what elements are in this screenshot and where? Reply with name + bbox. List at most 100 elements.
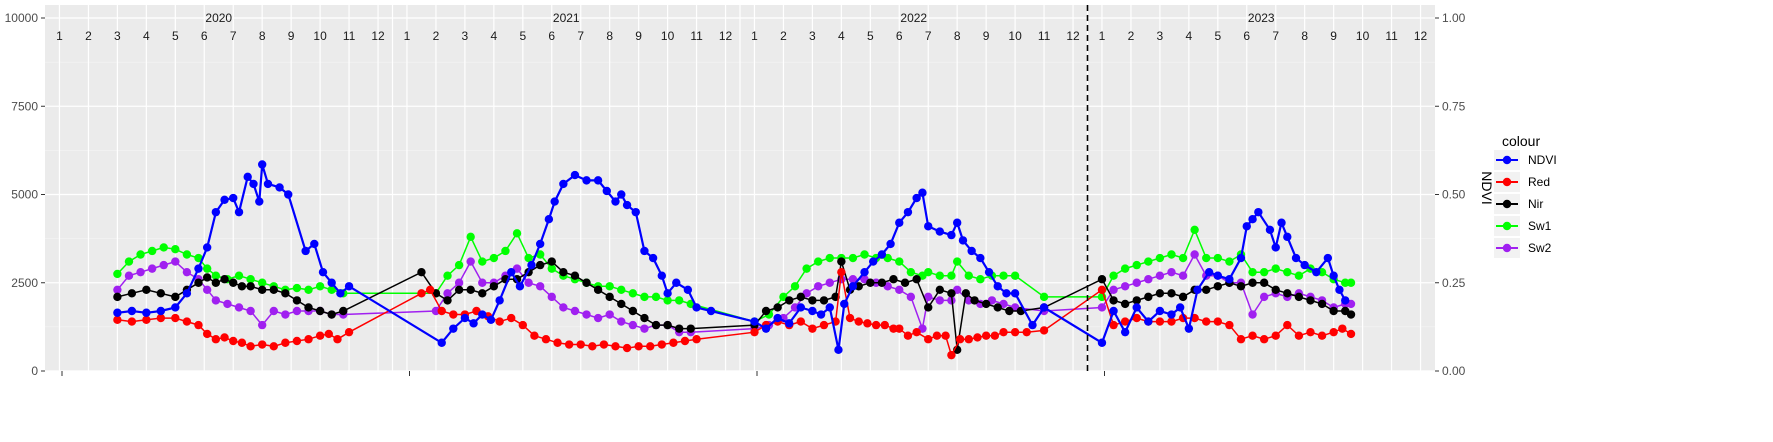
data-point-nir	[1178, 292, 1188, 302]
month-label: 7	[230, 29, 237, 43]
data-point-red	[1346, 329, 1356, 339]
month-label: 9	[635, 29, 642, 43]
data-point-ndvi	[761, 324, 771, 333]
data-point-ndvi	[156, 306, 166, 316]
data-point-sw1	[1144, 257, 1153, 266]
data-point-nir	[1120, 299, 1130, 309]
data-point-sw1	[136, 250, 145, 259]
y-right-axis-title: NDVI	[1479, 171, 1495, 204]
data-point-ndvi	[886, 239, 895, 249]
data-point-ndvi	[284, 190, 293, 199]
data-point-red	[541, 335, 551, 344]
data-point-red	[1329, 327, 1338, 337]
data-point-ndvi	[495, 296, 504, 305]
month-label: 4	[143, 29, 150, 43]
data-point-nir	[315, 306, 325, 316]
data-point-ndvi	[449, 324, 458, 333]
data-point-nir	[454, 285, 464, 295]
data-point-red	[669, 338, 678, 347]
data-point-sw1	[947, 271, 956, 280]
legend-label: Red	[1528, 175, 1550, 189]
data-point-nir	[269, 285, 278, 295]
data-point-sw1	[935, 271, 945, 280]
data-point-red	[903, 331, 913, 340]
data-point-nir	[257, 285, 267, 295]
data-point-red	[845, 313, 855, 323]
y-axis-right: 0.00 0.25 0.50 0.75 1.00	[1435, 11, 1466, 378]
data-point-nir	[808, 296, 817, 305]
data-point-red	[1167, 317, 1176, 326]
data-point-red	[1022, 327, 1031, 337]
data-point-ndvi	[993, 282, 1002, 291]
data-point-red	[1155, 317, 1165, 326]
data-point-sw1	[489, 253, 499, 263]
data-point-sw1	[315, 282, 325, 291]
data-point-sw1	[1010, 271, 1020, 280]
data-point-sw1	[1283, 267, 1292, 277]
data-point-red	[932, 331, 942, 340]
data-point-ndvi	[194, 264, 203, 273]
data-point-red	[1039, 326, 1049, 335]
month-label: 8	[606, 29, 613, 43]
data-point-sw1	[1120, 264, 1130, 273]
data-point-ndvi	[301, 246, 310, 256]
data-point-sw2	[1144, 275, 1153, 284]
y-right-tick-label: 0.25	[1442, 276, 1466, 290]
data-point-nir	[1155, 289, 1165, 298]
data-point-red	[156, 313, 166, 323]
month-label: 2	[433, 29, 440, 43]
data-point-sw1	[478, 257, 487, 266]
data-point-sw2	[182, 267, 192, 277]
data-point-sw1	[860, 250, 869, 259]
data-point-nir	[900, 278, 910, 287]
data-point-nir	[582, 278, 591, 287]
data-point-ndvi	[113, 308, 122, 317]
data-point-ndvi	[1193, 285, 1202, 295]
legend-key-point	[1502, 155, 1512, 165]
data-point-red	[634, 342, 643, 351]
data-point-sw2	[202, 285, 212, 295]
data-point-ndvi	[1039, 303, 1049, 312]
data-point-ndvi	[1341, 296, 1350, 305]
data-point-red	[796, 317, 806, 326]
data-point-ndvi	[796, 303, 806, 312]
data-point-nir	[1317, 299, 1327, 309]
data-point-ndvi	[171, 303, 180, 312]
data-point-ndvi	[657, 271, 667, 280]
data-point-sw2	[147, 264, 157, 273]
data-point-nir	[547, 257, 556, 266]
month-label: 7	[577, 29, 584, 43]
data-point-red	[171, 313, 180, 323]
data-point-sw1	[924, 267, 933, 277]
month-label: 4	[838, 29, 845, 43]
data-point-nir	[1144, 292, 1153, 302]
data-point-sw1	[257, 278, 267, 287]
legend-item-sw1: Sw1	[1494, 216, 1552, 236]
month-label: 11	[1038, 29, 1051, 43]
data-point-nir	[854, 282, 863, 291]
data-point-nir	[489, 282, 499, 291]
data-point-sw2	[1097, 303, 1107, 312]
data-point-red	[304, 335, 313, 344]
data-point-nir	[220, 275, 229, 284]
data-point-sw1	[1109, 271, 1118, 280]
legend-item-nir: Nir	[1494, 194, 1543, 214]
data-point-ndvi	[1167, 310, 1176, 319]
month-label: 11	[343, 29, 356, 43]
legend-key-point	[1502, 243, 1512, 253]
data-point-red	[113, 315, 122, 325]
year-label: 2023	[1248, 11, 1275, 25]
month-label: 9	[288, 29, 295, 43]
data-point-ndvi	[648, 253, 658, 263]
month-label: 8	[259, 29, 266, 43]
data-point-nir	[171, 292, 180, 302]
data-point-red	[333, 335, 342, 344]
month-label: 5	[172, 29, 179, 43]
data-point-ndvi	[672, 278, 681, 287]
data-point-nir	[993, 303, 1002, 312]
data-point-red	[142, 315, 151, 325]
data-point-ndvi	[249, 179, 258, 189]
data-point-sw2	[1132, 278, 1141, 287]
data-point-red	[246, 342, 255, 351]
year-label: 2022	[900, 11, 927, 25]
